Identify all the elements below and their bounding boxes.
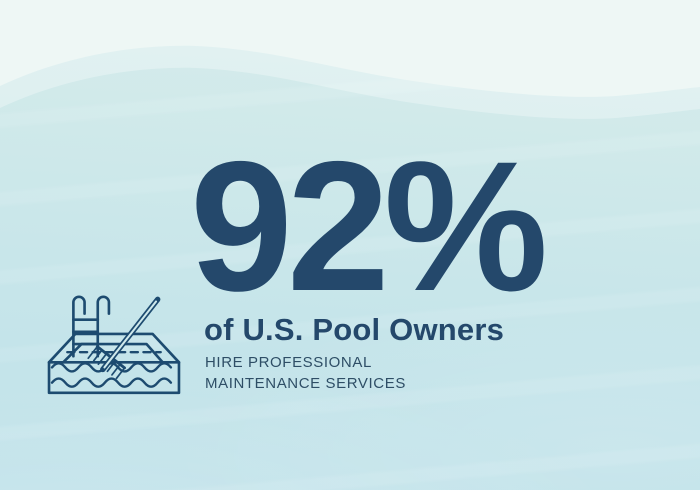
stat-detail-line-2: MAINTENANCE SERVICES (205, 375, 406, 392)
stat-detail-line-1: HIRE PROFESSIONAL (205, 354, 372, 371)
wave-crest-shape (0, 0, 700, 119)
stat-percentage: 92% (190, 124, 548, 330)
pool-maintenance-icon (47, 295, 181, 395)
stat-subject: of U.S. Pool Owners (204, 312, 505, 347)
stat-detail: HIRE PROFESSIONAL MAINTENANCE SERVICES (205, 352, 406, 394)
